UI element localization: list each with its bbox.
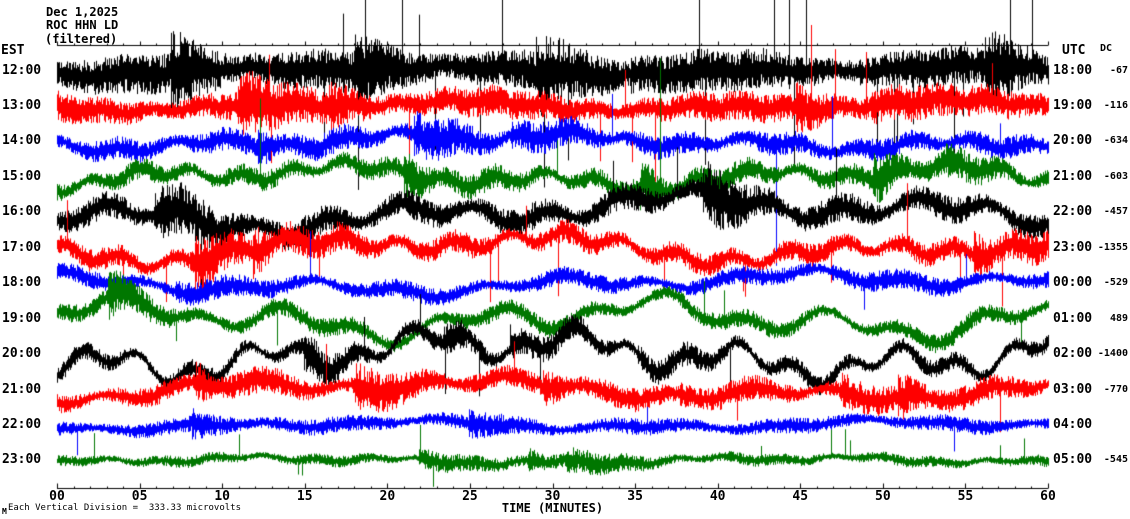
est-hour-label: 13:00 <box>2 97 42 113</box>
est-hour-label: 18:00 <box>2 275 42 291</box>
dc-value: 489 <box>1109 312 1128 324</box>
dc-value: -67 <box>1109 64 1128 76</box>
x-tick-label: 00 <box>49 489 65 504</box>
x-tick-label: 30 <box>544 489 561 504</box>
est-hour-label: 15:00 <box>2 168 42 184</box>
x-tick-label: 45 <box>792 489 809 504</box>
right-timezone-label: UTC <box>1062 43 1086 58</box>
est-hour-label: 23:00 <box>2 452 42 468</box>
x-axis-title: TIME (MINUTES) <box>501 501 604 515</box>
utc-hour-label: 19:00 <box>1053 97 1093 113</box>
utc-hour-label: 00:00 <box>1053 275 1093 291</box>
x-tick-label: 10 <box>214 489 230 504</box>
utc-hour-label: 05:00 <box>1053 452 1093 468</box>
dc-value: -545 <box>1103 454 1128 466</box>
dc-column-label: DC <box>1100 43 1113 54</box>
utc-hour-label: 23:00 <box>1053 239 1093 255</box>
dc-value: -116 <box>1103 99 1128 111</box>
x-tick-label: 20 <box>379 489 396 504</box>
dc-value: -603 <box>1103 170 1128 182</box>
date-label: Dec 1,2025 <box>45 5 120 19</box>
est-hour-label: 20:00 <box>2 346 42 362</box>
dc-value: -457 <box>1103 206 1128 218</box>
x-tick-label: 25 <box>462 489 478 504</box>
utc-hour-label: 03:00 <box>1053 381 1093 397</box>
est-hour-label: 22:00 <box>2 417 42 432</box>
dc-value: -634 <box>1103 135 1128 147</box>
utc-hour-label: 22:00 <box>1053 204 1093 220</box>
est-hour-label: 21:00 <box>2 381 42 397</box>
est-hour-label: 12:00 <box>2 62 42 78</box>
x-tick-label: 15 <box>296 489 313 504</box>
plot-title: Dec 1,2025 ROC HHN LD <box>45 5 120 32</box>
est-hour-label: 17:00 <box>2 239 42 255</box>
x-tick-label: 60 <box>1040 489 1056 504</box>
utc-hour-label: 18:00 <box>1053 62 1093 78</box>
x-tick-label: 40 <box>709 489 726 504</box>
left-timezone-label: EST <box>1 43 25 58</box>
utc-hour-label: 04:00 <box>1053 417 1093 432</box>
x-tick-label: 50 <box>875 489 891 504</box>
scale-note: Each Vertical Division = 333.33 microvol… <box>8 503 241 513</box>
x-tick-label: 55 <box>957 489 974 504</box>
est-hour-label: 19:00 <box>2 310 42 326</box>
utc-hour-label: 02:00 <box>1053 346 1093 362</box>
dc-value: -770 <box>1103 383 1128 395</box>
dc-value: -1400 <box>1097 348 1128 360</box>
utc-hour-label: 01:00 <box>1053 310 1093 326</box>
utc-hour-label: 21:00 <box>1053 168 1093 184</box>
x-tick-label: 05 <box>131 489 148 504</box>
corner-mark: M <box>2 507 7 516</box>
x-tick-label: 35 <box>627 489 643 504</box>
dc-value: -1355 <box>1097 241 1128 253</box>
est-hour-label: 14:00 <box>2 133 42 149</box>
dc-value: -529 <box>1103 277 1128 289</box>
utc-hour-label: 20:00 <box>1053 133 1093 149</box>
station-label: ROC HHN LD <box>45 18 120 32</box>
est-hour-label: 16:00 <box>2 204 42 220</box>
